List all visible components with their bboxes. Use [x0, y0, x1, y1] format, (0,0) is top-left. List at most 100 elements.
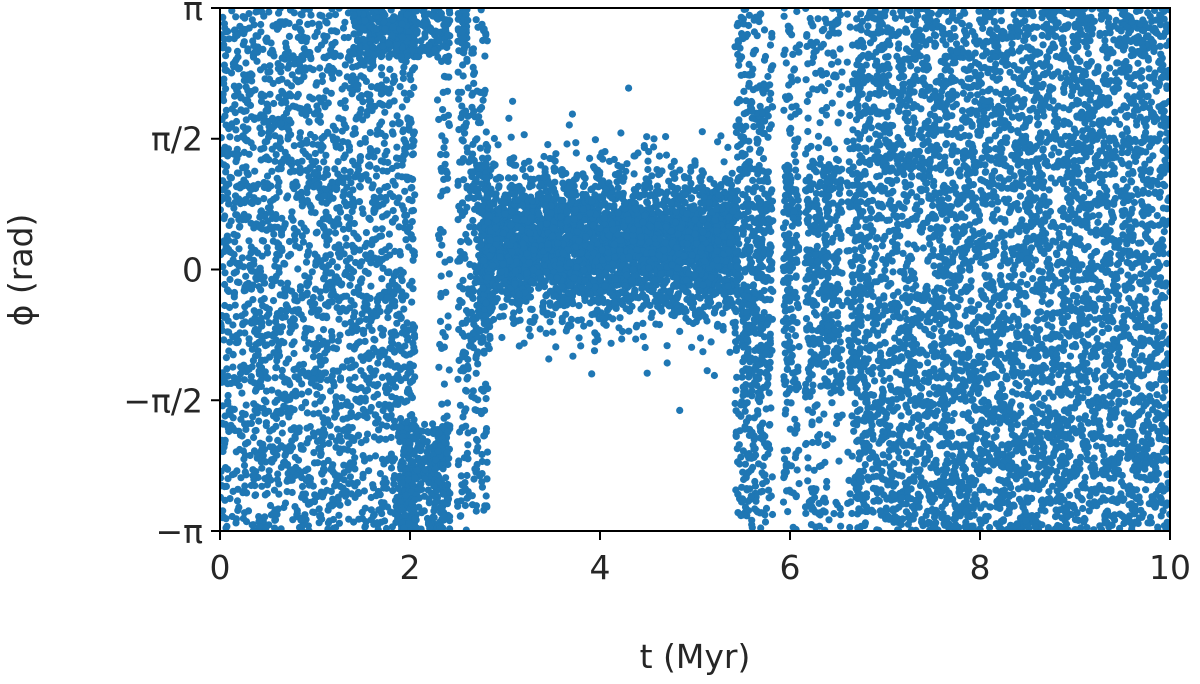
scatter-point: [435, 363, 443, 371]
scatter-point: [302, 345, 310, 353]
scatter-point: [341, 18, 349, 26]
scatter-point: [298, 37, 306, 45]
scatter-point: [403, 211, 411, 219]
scatter-point: [460, 176, 468, 184]
scatter-point: [298, 493, 306, 501]
scatter-point: [402, 150, 410, 158]
scatter-point: [242, 401, 250, 409]
scatter-point: [298, 157, 306, 165]
scatter-point: [474, 443, 482, 451]
scatter-point: [440, 343, 448, 351]
scatter-point: [468, 103, 476, 111]
scatter-point: [389, 23, 397, 31]
scatter-point: [459, 61, 467, 69]
scatter-point: [272, 364, 280, 372]
scatter-point: [377, 157, 385, 165]
scatter-point: [313, 437, 322, 445]
scatter-point: [293, 506, 301, 515]
scatter-point: [244, 420, 252, 428]
scatter-point: [317, 41, 325, 49]
scatter-point: [419, 435, 427, 443]
scatter-point: [325, 439, 333, 447]
scatter-point: [331, 184, 339, 192]
scatter-point: [409, 141, 417, 150]
scatter-point: [388, 523, 396, 531]
scatter-point: [320, 192, 328, 200]
scatter-point: [337, 245, 345, 253]
scatter-point: [377, 64, 386, 72]
scatter-point: [320, 275, 328, 283]
scatter-point: [418, 485, 426, 493]
scatter-point: [441, 137, 449, 145]
scatter-point: [625, 327, 633, 335]
scatter-point: [242, 272, 250, 280]
scatter-point: [335, 203, 343, 212]
scatter-point: [367, 282, 375, 290]
scatter-point: [655, 152, 664, 160]
scatter-point: [286, 408, 294, 416]
scatter-point: [260, 12, 268, 20]
scatter-point: [341, 320, 349, 328]
scatter-point: [404, 475, 412, 484]
scatter-point: [384, 314, 392, 322]
scatter-point: [350, 345, 358, 353]
scatter-point: [385, 268, 393, 276]
scatter-point: [384, 414, 392, 423]
scatter-point: [382, 435, 390, 443]
scatter-point: [392, 394, 400, 403]
scatter-point: [389, 130, 397, 138]
scatter-point: [265, 435, 273, 443]
scatter-point: [327, 269, 336, 277]
scatter-point: [350, 11, 358, 19]
scatter-point: [357, 353, 365, 361]
scatter-point: [333, 263, 341, 271]
scatter-point: [344, 466, 352, 474]
scatter-point: [254, 452, 262, 460]
scatter-point: [466, 223, 474, 231]
scatter-point: [315, 352, 324, 360]
scatter-point: [288, 208, 296, 216]
scatter-point: [479, 96, 487, 104]
scatter-point: [314, 116, 322, 124]
scatter-point: [438, 400, 446, 408]
scatter-point: [359, 405, 367, 414]
scatter-point: [349, 203, 357, 211]
scatter-point: [300, 45, 308, 53]
scatter-point: [469, 344, 477, 352]
scatter-point: [296, 67, 304, 75]
scatter-point: [381, 25, 389, 33]
scatter-point: [398, 202, 406, 210]
scatter-point: [357, 175, 365, 183]
scatter-point: [255, 370, 263, 378]
scatter-point: [268, 282, 276, 290]
scatter-point: [363, 430, 372, 438]
scatter-point: [368, 147, 376, 155]
scatter-point: [370, 51, 378, 60]
scatter-point: [320, 465, 328, 473]
scatter-point: [268, 114, 277, 122]
scatter-point: [424, 520, 433, 528]
scatter-point: [269, 297, 278, 305]
scatter-point: [478, 103, 486, 112]
scatter-point: [335, 69, 343, 77]
scatter-point: [470, 194, 478, 203]
scatter-point: [311, 149, 319, 158]
scatter-point: [304, 369, 312, 377]
scatter-point: [303, 189, 311, 197]
scatter-point: [348, 241, 356, 249]
scatter-point: [285, 442, 294, 450]
scatter-point: [244, 171, 252, 179]
scatter-point: [316, 397, 324, 405]
scatter-point: [258, 482, 266, 490]
scatter-point: [459, 137, 467, 145]
scatter-point: [319, 223, 328, 231]
scatter-point: [464, 441, 472, 449]
scatter-point: [315, 505, 323, 513]
scatter-point: [710, 371, 719, 380]
scatter-point: [395, 344, 403, 353]
scatter-point: [267, 39, 275, 47]
scatter-point: [322, 265, 330, 273]
scatter-point: [375, 187, 383, 195]
scatter-point: [281, 148, 289, 156]
scatter-point: [408, 298, 416, 306]
